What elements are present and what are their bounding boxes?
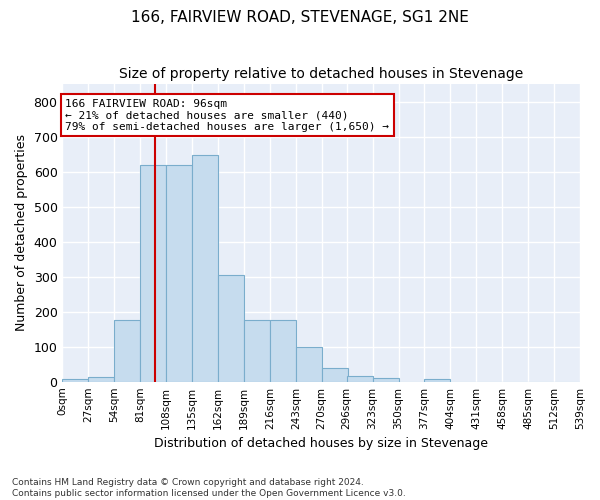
Bar	[62, 379, 88, 382]
Bar	[140, 164, 166, 382]
Bar	[270, 320, 296, 382]
Title: Size of property relative to detached houses in Stevenage: Size of property relative to detached ho…	[119, 68, 523, 82]
Bar	[373, 378, 398, 382]
X-axis label: Distribution of detached houses by size in Stevenage: Distribution of detached houses by size …	[154, 437, 488, 450]
Text: 166 FAIRVIEW ROAD: 96sqm
← 21% of detached houses are smaller (440)
79% of semi-: 166 FAIRVIEW ROAD: 96sqm ← 21% of detach…	[65, 99, 389, 132]
Bar	[114, 320, 140, 382]
Text: Contains HM Land Registry data © Crown copyright and database right 2024.
Contai: Contains HM Land Registry data © Crown c…	[12, 478, 406, 498]
Bar	[296, 348, 322, 382]
Bar	[192, 155, 218, 382]
Bar	[88, 377, 114, 382]
Bar	[424, 379, 451, 382]
Y-axis label: Number of detached properties: Number of detached properties	[15, 134, 28, 332]
Bar	[347, 376, 373, 382]
Bar	[218, 275, 244, 382]
Text: 166, FAIRVIEW ROAD, STEVENAGE, SG1 2NE: 166, FAIRVIEW ROAD, STEVENAGE, SG1 2NE	[131, 10, 469, 25]
Bar	[244, 320, 270, 382]
Bar	[322, 368, 347, 382]
Bar	[166, 164, 192, 382]
